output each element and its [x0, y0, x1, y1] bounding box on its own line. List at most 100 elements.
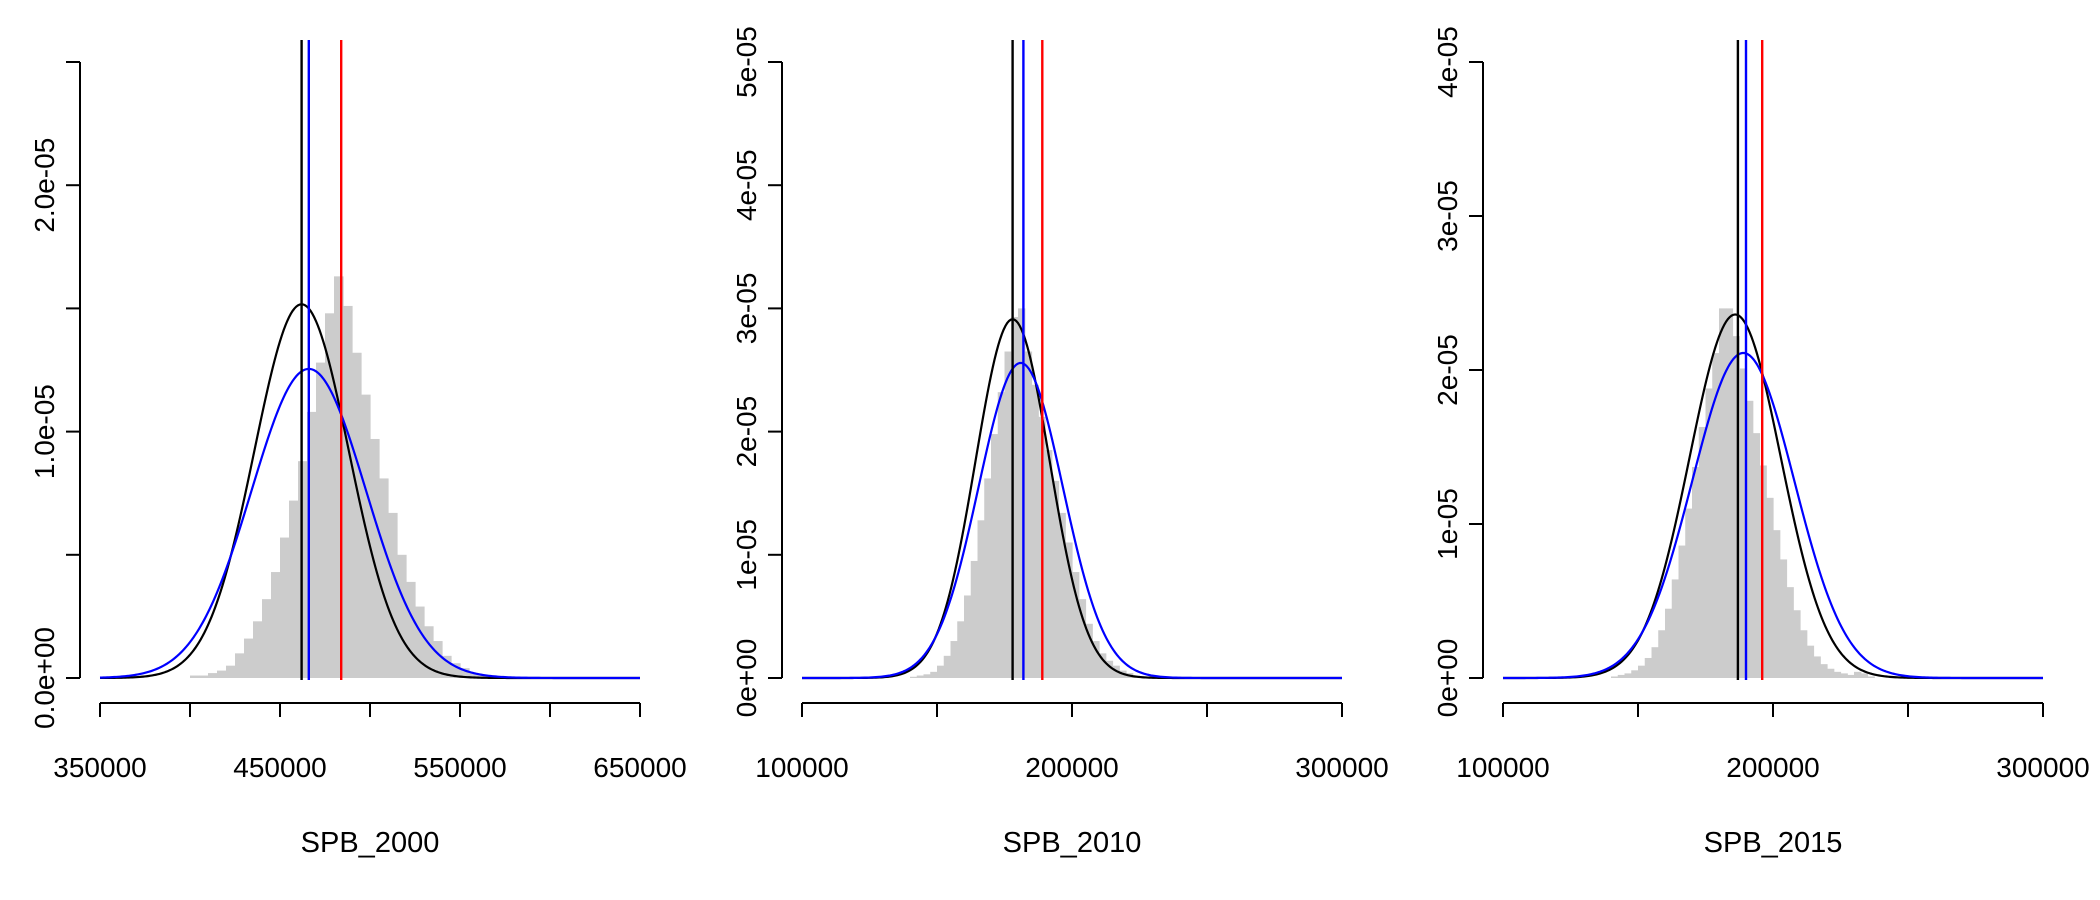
- normal-curve-blue: [99, 367, 640, 680]
- histogram-bar: [1018, 308, 1026, 678]
- y-tick-label: 1.0e-05: [29, 384, 60, 479]
- histogram-bar: [1800, 630, 1808, 678]
- histogram-bar: [1671, 579, 1680, 678]
- histogram-bar: [217, 670, 227, 678]
- histogram-bar: [1045, 450, 1053, 678]
- histogram-bar: [451, 663, 461, 678]
- x-tick-label: 300000: [1996, 752, 2089, 783]
- histogram-bar: [1051, 480, 1060, 678]
- histogram-bar: [397, 554, 407, 678]
- histogram-bar: [370, 438, 380, 678]
- histogram-bar: [997, 392, 1006, 678]
- histogram-bar: [1611, 676, 1619, 678]
- histogram-bar: [957, 621, 965, 678]
- histogram-bar: [1806, 645, 1815, 678]
- histogram-bar: [1092, 641, 1100, 678]
- histogram-bar: [388, 512, 398, 678]
- histogram-bar: [991, 434, 999, 678]
- histogram-bar: [1732, 336, 1740, 678]
- histogram-bar: [1011, 317, 1019, 678]
- histogram-bar: [253, 621, 263, 678]
- histogram-bar: [1638, 665, 1646, 678]
- histogram-bar: [1719, 308, 1727, 678]
- x-axis-title: SPB_2010: [1003, 827, 1142, 859]
- histogram-bar: [1658, 630, 1666, 678]
- histogram-bar: [1058, 512, 1066, 678]
- histogram-bar: [970, 560, 979, 678]
- histogram-bar: [415, 606, 425, 678]
- x-axis-title: SPB_2015: [1704, 827, 1843, 859]
- x-tick-label: 200000: [1726, 752, 1819, 783]
- histogram-bar: [1631, 670, 1639, 678]
- y-tick-label: 1e-05: [1432, 488, 1463, 560]
- histogram-bar: [943, 655, 952, 678]
- x-tick-label: 350000: [53, 752, 146, 783]
- histogram-bar: [1712, 353, 1720, 678]
- histogram-bar: [1031, 384, 1039, 678]
- histogram-bar: [1847, 674, 1855, 678]
- y-tick-label: 2.0e-05: [29, 138, 60, 233]
- histogram-bar: [469, 673, 479, 678]
- histogram-bar: [950, 641, 958, 678]
- histogram-bar: [1793, 610, 1801, 678]
- histogram-bar: [1692, 467, 1700, 678]
- panel-spb-2000: 0.0e+00 1.0e-05 2.0e-05 350000 450000 550000 6…: [29, 40, 687, 859]
- x-tick-label: 450000: [233, 752, 326, 783]
- histogram-bar: [307, 411, 317, 678]
- histogram-bar: [1099, 653, 1107, 678]
- y-tick-label: 3e-05: [731, 273, 762, 345]
- histogram-bar: [984, 478, 992, 678]
- histogram-bar: [1624, 673, 1632, 678]
- histogram-bar: [334, 276, 344, 678]
- histogram-bar: [930, 671, 938, 678]
- histogram-bar: [1705, 388, 1713, 678]
- histogram-bar: [433, 641, 443, 678]
- histogram-bar: [1833, 671, 1842, 678]
- histogram-bar: [916, 675, 925, 678]
- y-tick-label: 3e-05: [1432, 180, 1463, 252]
- histogram-bar: [1820, 664, 1828, 678]
- histogram-bar: [424, 626, 434, 678]
- x-tick-label: 100000: [755, 752, 848, 783]
- y-tick-label: 4e-05: [731, 149, 762, 221]
- histogram-bar: [325, 313, 335, 678]
- histogram-bar: [1746, 400, 1754, 678]
- histogram-bar: [199, 675, 209, 678]
- histogram-bar: [1698, 426, 1707, 678]
- y-tick-label: 0e+00: [1432, 639, 1463, 718]
- histogram-bar: [1004, 351, 1012, 678]
- y-tick-label: 2e-05: [731, 396, 762, 468]
- histogram-bar: [262, 599, 272, 678]
- histogram-bar: [352, 352, 362, 678]
- histogram-bar: [937, 665, 945, 678]
- y-tick-label: 0e+00: [731, 639, 762, 718]
- histogram-bar: [1651, 647, 1659, 678]
- histogram-bar: [1085, 623, 1093, 678]
- histogram-bar: [1617, 674, 1626, 678]
- x-tick-label: 650000: [593, 752, 686, 783]
- histogram-bar: [964, 595, 972, 678]
- histogram-bar: [460, 668, 470, 678]
- histogram-bar: [244, 638, 254, 678]
- panel-spb-2015: 0e+00 1e-05 2e-05 3e-05 4e-05 100000 200000 300…: [1432, 26, 2090, 859]
- histogram-bar: [406, 581, 416, 678]
- histogram-bar: [271, 572, 281, 678]
- histogram-bar: [208, 673, 218, 678]
- histogram-bar: [910, 676, 918, 678]
- histogram-bar: [1860, 673, 1869, 678]
- histogram-bar: [1827, 668, 1835, 678]
- histogram-bar: [1644, 657, 1653, 678]
- histogram-bar: [1840, 673, 1848, 678]
- histogram-bar: [923, 674, 931, 678]
- y-tick-label: 1e-05: [731, 519, 762, 591]
- normal-curve-blue: [802, 361, 1342, 680]
- x-tick-label: 100000: [1456, 752, 1549, 783]
- histogram-bar: [1072, 572, 1080, 678]
- histogram-bar: [1867, 676, 1875, 678]
- histogram-bar: [316, 362, 326, 678]
- histogram-bar: [1786, 587, 1794, 678]
- histogram-bar: [1725, 308, 1734, 678]
- histogram-bar: [1678, 545, 1686, 678]
- histogram-bar: [1739, 368, 1747, 678]
- histogram-bar: [235, 653, 245, 678]
